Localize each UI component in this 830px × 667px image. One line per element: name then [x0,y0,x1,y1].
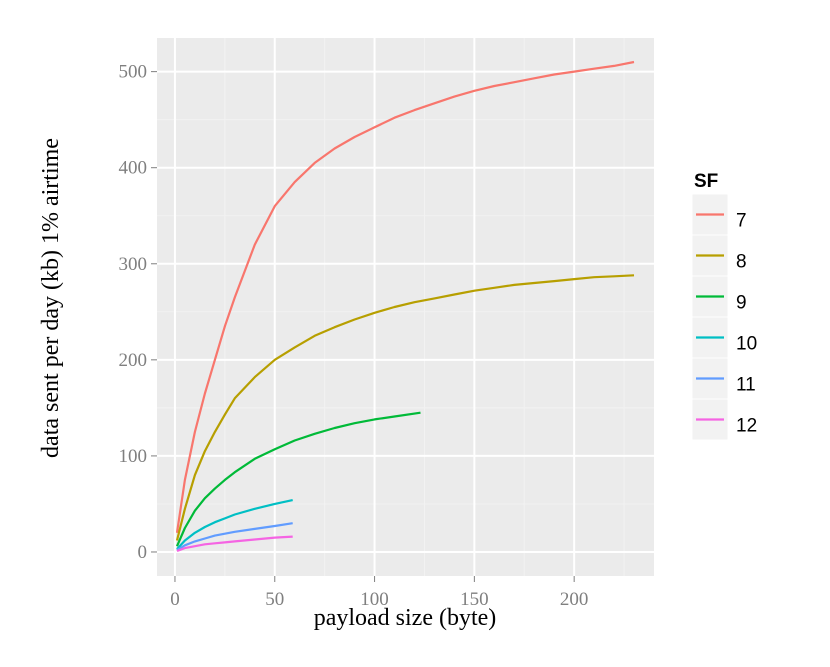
x-axis-title: payload size (byte) [314,605,497,631]
y-tick-label: 300 [119,254,148,275]
series-line-sf-12 [176,535,293,553]
legend-label-9: 9 [736,293,747,314]
y-axis-title: data sent per day (kb) 1% airtime [38,138,64,458]
series-line-sf-11 [176,522,293,552]
y-tick-label: 500 [119,62,148,83]
x-tick-label: 150 [460,589,489,610]
x-tick-label: 0 [170,589,180,610]
series-line-sf-9 [175,411,421,547]
legend-label-8: 8 [736,252,747,273]
y-tick-label: 100 [119,446,148,467]
y-tick-label: 0 [138,542,148,563]
legend-label-10: 10 [736,334,757,355]
legend-label-7: 7 [736,211,747,232]
series-line-sf-10 [176,499,293,550]
x-tick-label: 200 [560,589,589,610]
legend: SF 7 8 9 10 11 12 [691,171,757,441]
series-line-sf-7 [175,60,635,533]
plot-panel [157,38,654,576]
series-lines [175,60,635,553]
legend-items: 7 8 9 10 11 12 [691,193,757,441]
x-axis-ticks: 0 50 100 150 200 [170,576,588,610]
y-tick-label: 400 [119,158,148,179]
legend-label-11: 11 [736,375,756,396]
grid-major [157,38,654,576]
series-line-sf-8 [175,274,635,541]
x-tick-label: 100 [360,589,389,610]
legend-title: SF [694,171,718,192]
legend-label-12: 12 [736,416,757,437]
grid-minor [157,38,654,576]
y-axis-ticks: 0 100 200 300 400 500 [119,62,157,563]
x-tick-label: 50 [265,589,284,610]
y-tick-label: 200 [119,350,148,371]
